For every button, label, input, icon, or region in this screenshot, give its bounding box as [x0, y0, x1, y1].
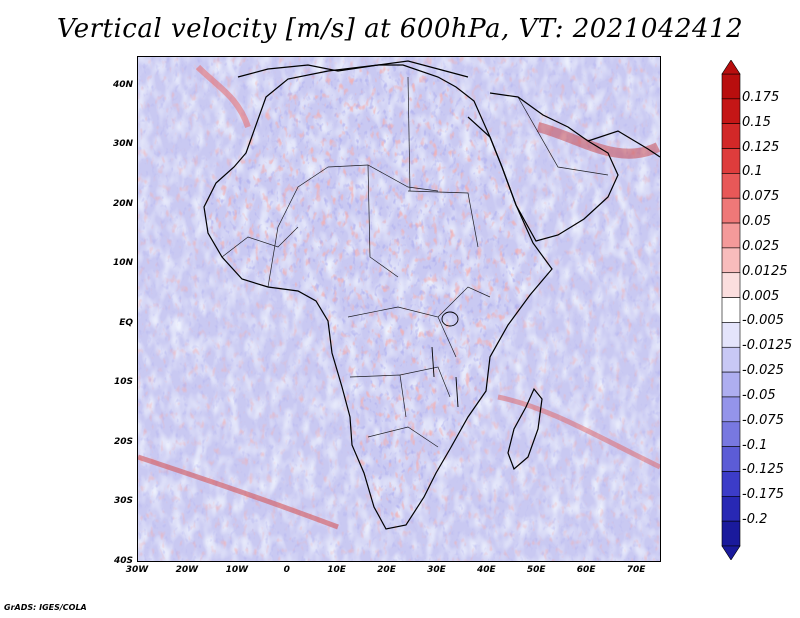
colorbar-tick-label: -0.125	[742, 462, 784, 478]
colorbar-max-arrow	[721, 60, 741, 75]
lon-tick-label: 50E	[526, 565, 546, 575]
border-east-africa	[437, 286, 491, 318]
colorbar-swatch	[721, 396, 741, 423]
lat-tick-label: 40S	[113, 556, 133, 566]
colorbar-swatch	[721, 297, 741, 323]
lat-tick-label: 10N	[112, 258, 133, 269]
lon-tick-label: 0	[283, 565, 290, 575]
colorbar-tick-label: 0.05	[742, 214, 771, 230]
vertical-velocity-field	[138, 57, 660, 561]
lakes	[431, 311, 459, 408]
colorbar-min-arrow	[721, 545, 741, 560]
colorbar-swatch	[721, 197, 741, 224]
colorbar-swatch	[721, 496, 741, 522]
lake-malawi	[455, 376, 459, 408]
red-patch-arabia	[536, 122, 660, 159]
lat-tick-label: 20S	[113, 436, 133, 447]
arabia-coastline	[467, 92, 619, 242]
colorbar-swatch	[721, 98, 741, 124]
border-arabia	[517, 96, 609, 176]
colorbar-tick-label: -0.05	[742, 387, 776, 403]
map-title: Vertical velocity [m/s] at 600hPa, VT: 2…	[56, 14, 744, 44]
lon-tick-label: 30E	[427, 565, 446, 575]
red-band-indian-ocean	[497, 394, 660, 470]
madagascar-coastline	[507, 387, 543, 471]
colorbar-swatch	[721, 421, 741, 447]
colorbar-tick-label: 0.15	[742, 114, 771, 130]
colorbar-swatch	[721, 346, 741, 373]
border-sahara-central	[327, 164, 439, 192]
africa-coastline	[203, 64, 553, 530]
lon-tick-label: 30W	[125, 565, 149, 575]
lon-tick-label: 20E	[377, 565, 396, 575]
colorbar-tick-label: 0.0125	[742, 263, 788, 279]
colorbar-tick-label: 0.025	[742, 238, 780, 254]
colorbar-tick-label: -0.075	[742, 412, 784, 428]
colorbar-tick-label: 0.075	[742, 189, 780, 205]
lat-tick-label: 10S	[113, 377, 133, 388]
red-band-north-atlantic	[195, 64, 251, 129]
colorbar-tick-label: -0.025	[742, 363, 784, 379]
colorbar-tick-label: -0.005	[742, 313, 784, 329]
colorbar-swatch	[721, 222, 741, 249]
border-sahara-west	[267, 166, 329, 288]
iran-coastline	[587, 130, 660, 158]
border-zambia	[399, 366, 451, 398]
colorbar-swatch	[721, 73, 741, 100]
lat-tick-label: 30S	[113, 496, 133, 507]
lon-tick-label: 70E	[626, 565, 646, 575]
colorbar-tick-label: -0.2	[742, 512, 768, 528]
lat-tick-label: 20N	[112, 198, 133, 209]
colorbar-tick-label: 0.125	[742, 139, 780, 155]
colorbar-swatch	[721, 520, 741, 547]
grads-credit: GrADS: IGES/COLA	[4, 603, 87, 612]
colorbar-tick-label: -0.1	[742, 437, 768, 453]
colorbar-swatch	[721, 272, 741, 298]
colorbar-tick-label: -0.175	[742, 487, 784, 503]
border-chad	[367, 164, 399, 278]
colorbar-swatch	[721, 247, 741, 274]
colorbar-tick-label: 0.005	[742, 288, 780, 304]
colorbar-swatch	[721, 173, 741, 199]
lon-tick-label: 60E	[576, 565, 596, 575]
colorbar-swatch	[721, 123, 741, 149]
lake-tanganyika	[431, 346, 435, 378]
lat-tick-label: 40N	[112, 79, 133, 90]
coastlines	[203, 60, 660, 530]
lon-tick-label: 20W	[175, 565, 199, 575]
border-libya-egypt	[407, 76, 411, 192]
border-southern-africa	[367, 426, 439, 448]
lon-tick-label: 40E	[476, 565, 496, 575]
red-band-south-atlantic	[138, 454, 339, 530]
border-sudan	[407, 190, 479, 248]
lon-tick-label: 10W	[225, 565, 249, 575]
colorbar-swatch	[721, 371, 741, 398]
colorbar-swatch	[721, 322, 741, 348]
colorbar-tick-label: 0.1	[742, 164, 763, 180]
colorbar-tick-label: 0.175	[742, 89, 780, 105]
colorbar-swatch	[721, 148, 741, 174]
mediterranean-coastline	[237, 60, 469, 78]
map-panel	[137, 56, 661, 562]
lat-tick-label: 30N	[112, 139, 133, 150]
colorbar-swatch	[721, 471, 741, 497]
lake-victoria	[441, 311, 459, 327]
border-congo	[347, 306, 457, 358]
colorbar	[721, 60, 741, 560]
colorbar-swatch	[721, 446, 741, 472]
country-borders	[221, 76, 609, 448]
lat-tick-label: EQ	[119, 317, 133, 328]
border-west-africa	[221, 226, 299, 258]
lon-tick-label: 10E	[327, 565, 346, 575]
colorbar-tick-label: -0.0125	[742, 338, 793, 354]
